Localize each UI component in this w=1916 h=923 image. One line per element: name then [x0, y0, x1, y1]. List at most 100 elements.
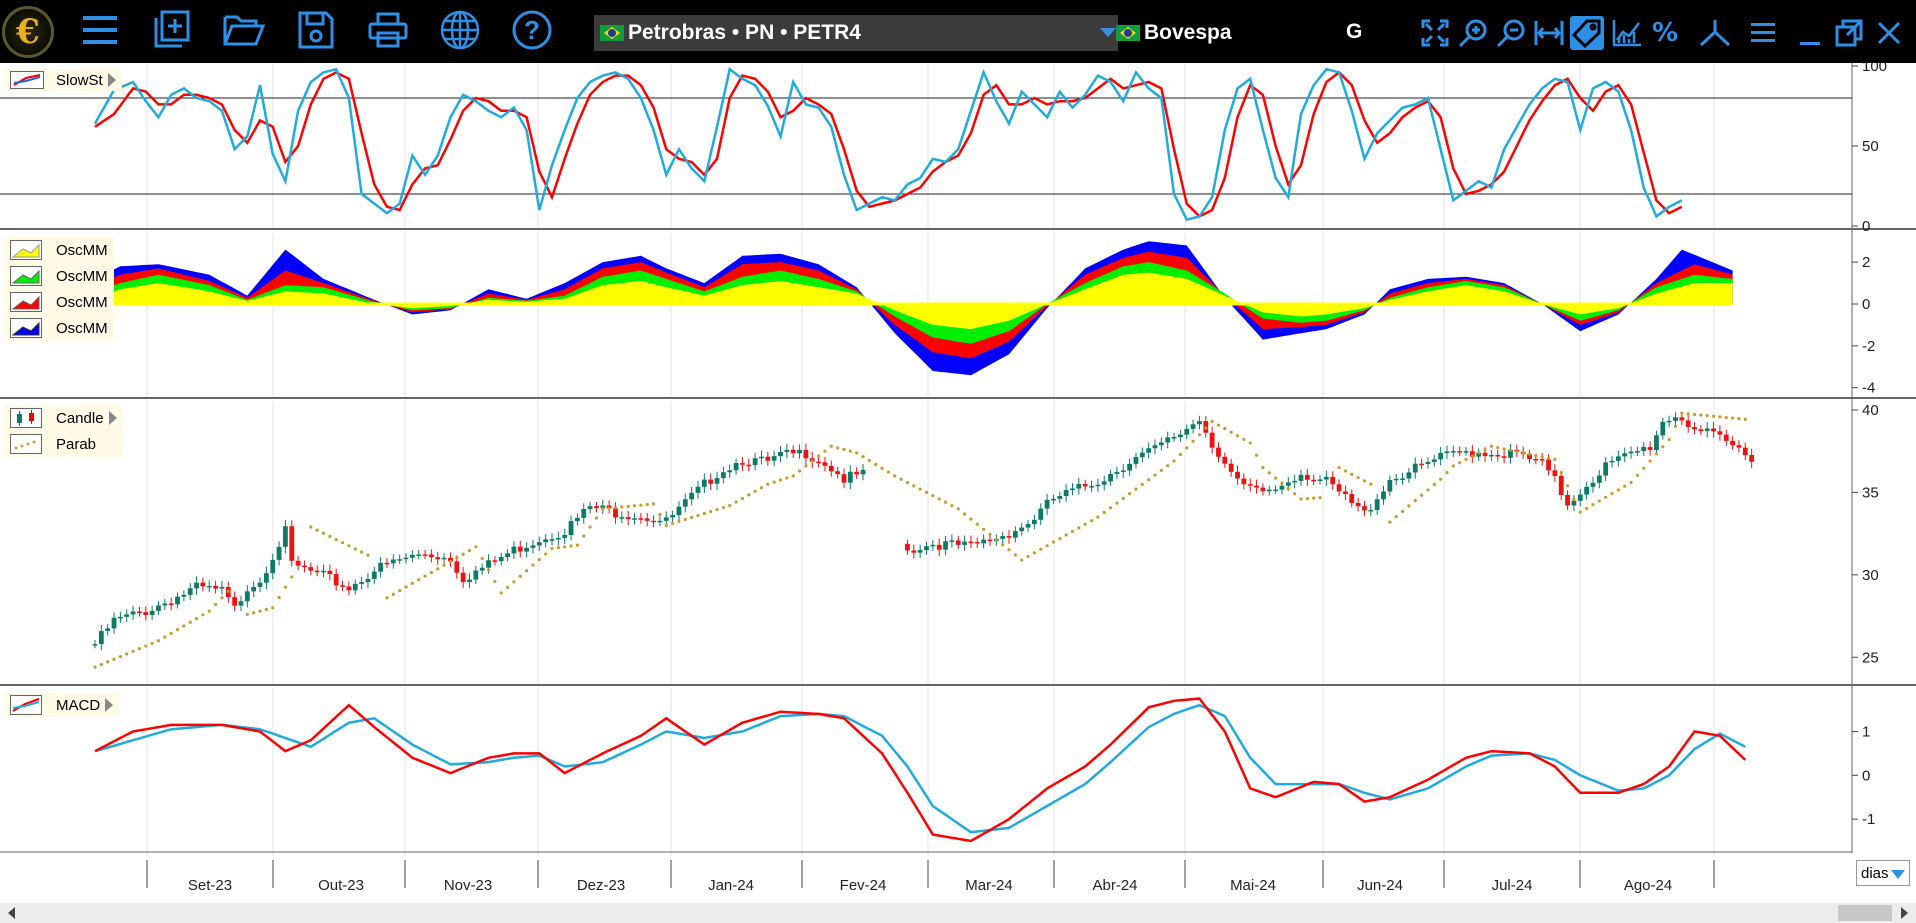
- sar-dot: [163, 635, 167, 639]
- sar-dot: [245, 612, 249, 616]
- save-icon[interactable]: [294, 8, 338, 52]
- drawing-tool-icon[interactable]: [1698, 16, 1732, 50]
- candle-body: [346, 586, 352, 591]
- print-icon[interactable]: [366, 8, 410, 52]
- tag-icon[interactable]: [1570, 16, 1604, 50]
- sar-dot: [874, 462, 878, 466]
- exchange-selector[interactable]: Bovespa: [1110, 21, 1232, 45]
- candle-body: [1190, 424, 1196, 429]
- sar-dot: [982, 527, 986, 531]
- legend-macd[interactable]: MACD: [4, 693, 120, 717]
- candle-body: [594, 506, 599, 509]
- candle-body: [1241, 478, 1247, 485]
- candle-body: [1057, 496, 1063, 499]
- candle-body: [1558, 475, 1564, 495]
- candle-body: [1127, 463, 1133, 471]
- sar-dot: [1445, 471, 1449, 475]
- brazil-flag-icon: [600, 25, 624, 41]
- candle-body: [429, 554, 434, 558]
- zoom-out-icon[interactable]: [1494, 16, 1528, 50]
- candle-body: [1438, 453, 1444, 460]
- globe-icon[interactable]: [438, 8, 482, 52]
- legend-oscmm[interactable]: OscMM OscMM OscMM OscMM: [4, 237, 114, 341]
- candle-body: [409, 554, 415, 558]
- minimize-icon[interactable]: [1793, 16, 1827, 50]
- candle-body: [1476, 452, 1482, 457]
- candle-body: [448, 557, 453, 562]
- candle-body: [1317, 479, 1323, 481]
- sar-dot: [829, 444, 833, 448]
- candle-body: [390, 559, 396, 564]
- candle-body: [752, 458, 758, 466]
- expand-arrow-icon[interactable]: [108, 411, 117, 425]
- g-button[interactable]: G: [1346, 20, 1363, 43]
- sar-dot: [950, 503, 954, 508]
- legend-item-oscmm-yellow[interactable]: OscMM: [4, 237, 114, 263]
- percent-icon[interactable]: %: [1651, 18, 1679, 48]
- sar-dot: [645, 502, 649, 507]
- legend-item-oscmm-red[interactable]: OscMM: [4, 289, 114, 315]
- candle-body: [276, 546, 282, 560]
- scale-icon[interactable]: [1532, 16, 1566, 50]
- candle-body: [1216, 447, 1221, 457]
- fit-screen-icon[interactable]: [1418, 16, 1452, 50]
- legend-item-parab[interactable]: Parab: [4, 431, 123, 457]
- sar-dot: [201, 613, 205, 617]
- symbol-selector[interactable]: Petrobras • PN • PETR4 Bovespa: [594, 15, 1232, 51]
- candle-body: [733, 463, 739, 471]
- sar-dot: [213, 602, 218, 607]
- chevron-down-icon[interactable]: [1100, 28, 1116, 37]
- sar-dot: [918, 487, 922, 491]
- legend-slowst[interactable]: SlowSt: [4, 69, 122, 91]
- sar-dot: [1356, 475, 1360, 480]
- open-folder-icon[interactable]: [222, 8, 266, 52]
- expand-arrow-icon[interactable]: [105, 698, 114, 712]
- horizontal-scrollbar[interactable]: [0, 903, 1916, 923]
- candle-body: [765, 456, 771, 461]
- sar-dot: [1280, 481, 1284, 485]
- expand-arrow-icon[interactable]: [107, 73, 116, 87]
- candle-body: [860, 469, 866, 475]
- zoom-in-icon[interactable]: [1456, 16, 1490, 50]
- candle-body: [847, 471, 853, 483]
- candle-body: [1723, 434, 1729, 441]
- candle-body: [1508, 449, 1513, 458]
- scroll-right-icon[interactable]: [1901, 907, 1908, 919]
- scroll-thumb[interactable]: [1838, 905, 1892, 921]
- candle-body: [1000, 536, 1006, 539]
- legend-item-oscmm-blue[interactable]: OscMM: [4, 315, 114, 341]
- legend-price[interactable]: Candle Parab: [4, 405, 123, 457]
- sar-dot: [461, 552, 465, 556]
- sar-dot: [271, 606, 275, 610]
- sar-dot: [131, 649, 135, 653]
- candle-body: [251, 586, 257, 592]
- candle-body: [1742, 447, 1748, 456]
- sar-dot: [480, 556, 484, 560]
- sar-dot: [1623, 484, 1627, 488]
- candle-body: [790, 449, 796, 454]
- close-icon[interactable]: [1872, 16, 1906, 50]
- help-icon[interactable]: ?: [510, 8, 554, 52]
- legend-item-candle[interactable]: Candle: [4, 405, 123, 431]
- sar-dot: [1559, 471, 1563, 475]
- candle-body: [1368, 509, 1374, 512]
- sar-dot: [588, 525, 592, 529]
- new-layout-icon[interactable]: [150, 8, 194, 52]
- candle-body: [1235, 471, 1240, 479]
- indicators-icon[interactable]: [1610, 16, 1644, 50]
- candle-body: [1628, 451, 1634, 454]
- candle-body: [670, 515, 676, 518]
- candle-body: [974, 542, 980, 544]
- list-icon[interactable]: [1746, 16, 1780, 50]
- scroll-left-icon[interactable]: [8, 907, 15, 919]
- restore-icon[interactable]: [1832, 16, 1866, 50]
- candle-body: [695, 486, 701, 493]
- chart-area[interactable]: 0 50 100 -4 -2 0 2 25 30 35 40 -1 0 1 Set-23 Out-23 Nov-…: [0, 63, 1916, 903]
- app-logo[interactable]: €: [2, 6, 54, 58]
- sar-dot: [1711, 414, 1716, 418]
- period-select[interactable]: dias: [1856, 860, 1910, 886]
- candle-body: [149, 610, 155, 615]
- candle-body: [511, 546, 517, 554]
- legend-item-oscmm-green[interactable]: OscMM: [4, 263, 114, 289]
- menu-icon[interactable]: [78, 8, 122, 52]
